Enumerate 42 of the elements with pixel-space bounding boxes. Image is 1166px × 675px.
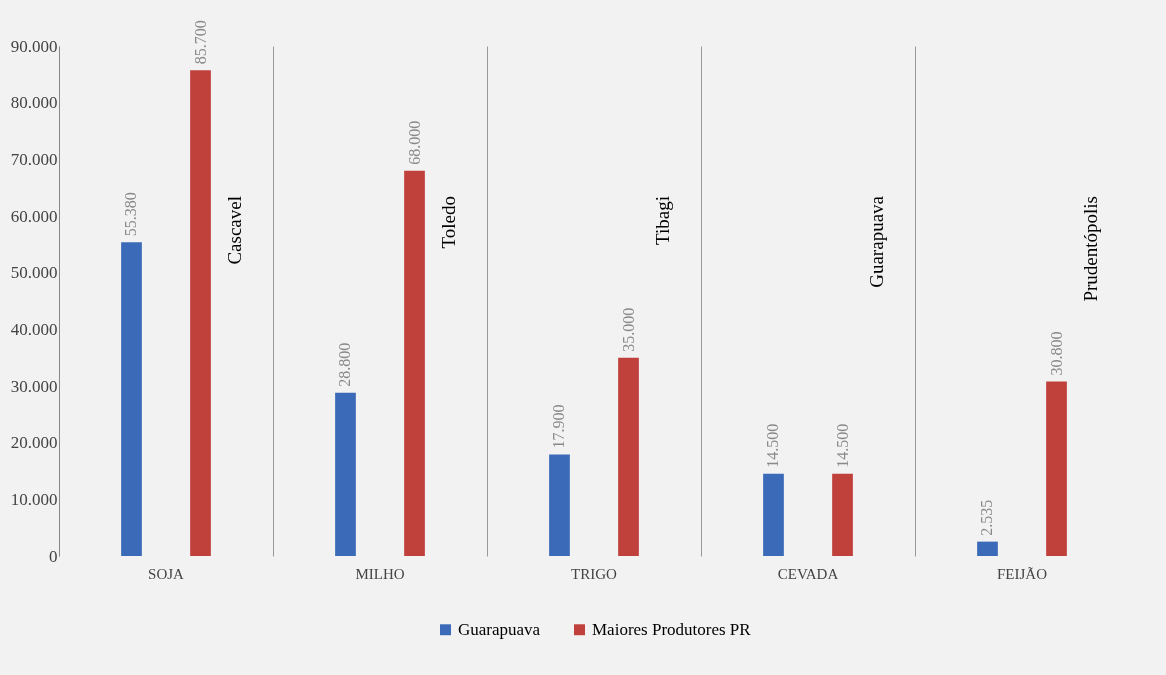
annotation: Cascavel xyxy=(223,196,245,265)
annotation: Toledo xyxy=(437,196,459,249)
data-label: 14.500 xyxy=(833,423,851,468)
bar xyxy=(763,473,784,556)
y-tick-label: 0 xyxy=(49,546,58,566)
y-tick-label: 70.000 xyxy=(10,149,58,169)
bar xyxy=(404,170,425,556)
bar xyxy=(977,541,998,556)
bar xyxy=(832,473,853,556)
y-tick-label: 30.000 xyxy=(10,376,58,396)
data-label: 14.500 xyxy=(764,423,782,468)
bar xyxy=(121,242,142,556)
data-label: 28.800 xyxy=(336,342,354,387)
data-label: 35.000 xyxy=(619,307,637,352)
bar xyxy=(190,70,211,556)
y-tick-label: 10.000 xyxy=(10,489,58,509)
data-label: 68.000 xyxy=(405,120,423,165)
y-tick-label: 80.000 xyxy=(10,93,58,113)
x-tick-label: SOJA xyxy=(148,565,185,582)
bar xyxy=(549,454,570,556)
y-tick-label: 50.000 xyxy=(10,263,58,283)
data-label: 30.800 xyxy=(1047,331,1065,376)
legend-label: Maiores Produtores PR xyxy=(592,619,752,639)
annotation: Guarapuava xyxy=(865,195,887,288)
y-tick-label: 60.000 xyxy=(10,206,58,226)
legend-label: Guarapuava xyxy=(458,619,541,639)
data-label: 2.535 xyxy=(978,499,996,536)
bar xyxy=(335,392,356,556)
data-label: 85.700 xyxy=(191,20,209,65)
data-label: 55.380 xyxy=(122,192,140,237)
y-tick-label: 90.000 xyxy=(10,36,58,56)
y-tick-label: 40.000 xyxy=(10,319,58,339)
bar xyxy=(618,357,639,556)
data-label: 17.900 xyxy=(550,404,568,449)
x-tick-label: FEIJÃO xyxy=(996,565,1048,582)
x-tick-label: CEVADA xyxy=(777,565,839,582)
annotation: Prudentópolis xyxy=(1079,196,1101,302)
x-tick-label: TRIGO xyxy=(571,565,618,582)
x-tick-label: MILHO xyxy=(355,565,405,582)
y-tick-label: 20.000 xyxy=(10,433,58,453)
bar xyxy=(1046,381,1067,556)
annotation: Tibagi xyxy=(651,196,673,245)
